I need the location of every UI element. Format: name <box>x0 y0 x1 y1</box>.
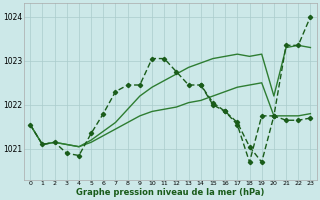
X-axis label: Graphe pression niveau de la mer (hPa): Graphe pression niveau de la mer (hPa) <box>76 188 265 197</box>
